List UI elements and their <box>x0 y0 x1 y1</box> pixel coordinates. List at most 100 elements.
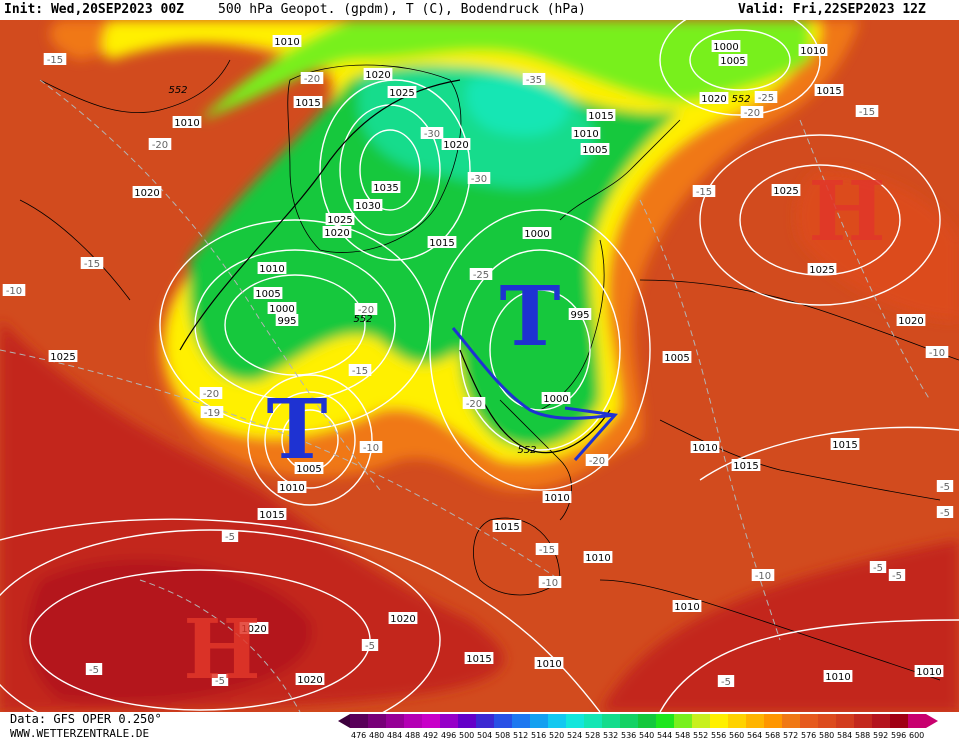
svg-text:-20: -20 <box>203 389 219 400</box>
temperature-label: -5 <box>936 506 954 519</box>
svg-text:1005: 1005 <box>255 289 280 300</box>
legend-swatch <box>602 714 620 728</box>
svg-text:-5: -5 <box>892 571 902 582</box>
legend-tick-label: 524 <box>567 731 582 740</box>
temperature-label: -30 <box>467 172 491 185</box>
pressure-label: 1020 <box>239 622 269 635</box>
legend-tick-label: 476 <box>351 731 366 740</box>
svg-text:1025: 1025 <box>773 186 798 197</box>
legend-swatch <box>404 714 422 728</box>
legend-swatch <box>458 714 476 728</box>
svg-text:-5: -5 <box>225 532 235 543</box>
legend-swatch <box>548 714 566 728</box>
svg-text:-25: -25 <box>758 93 774 104</box>
pressure-label: 1000 <box>522 227 552 240</box>
temperature-label: -20 <box>300 72 324 85</box>
legend-tick-label: 484 <box>387 731 402 740</box>
svg-text:1020: 1020 <box>390 614 415 625</box>
svg-text:1015: 1015 <box>466 654 491 665</box>
svg-text:1030: 1030 <box>355 201 380 212</box>
svg-text:1010: 1010 <box>825 672 850 683</box>
pressure-label: 1015 <box>586 109 616 122</box>
legend-swatch <box>476 714 494 728</box>
svg-text:-20: -20 <box>304 74 320 85</box>
svg-text:-35: -35 <box>526 75 542 86</box>
legend-tick-label: 580 <box>819 731 834 740</box>
svg-text:1035: 1035 <box>373 183 398 194</box>
svg-text:1010: 1010 <box>544 493 569 504</box>
temperature-label: -10 <box>538 576 562 589</box>
svg-text:995: 995 <box>570 310 589 321</box>
pressure-label: 1010 <box>672 600 702 613</box>
legend-tick-label: 552 <box>693 731 708 740</box>
temperature-label: -30 <box>420 127 444 140</box>
pressure-label: 1015 <box>257 508 287 521</box>
pressure-label: 995 <box>568 308 592 321</box>
legend-swatch <box>584 714 602 728</box>
legend-tick-label: 548 <box>675 731 690 740</box>
svg-text:-10: -10 <box>363 443 379 454</box>
pressure-label: 1035 <box>371 181 401 194</box>
legend-tick-label: 516 <box>531 731 546 740</box>
svg-text:1015: 1015 <box>832 440 857 451</box>
svg-text:1015: 1015 <box>588 111 613 122</box>
legend-swatch <box>422 714 440 728</box>
svg-text:-20: -20 <box>358 305 374 316</box>
temperature-label: -10 <box>359 441 383 454</box>
legend-tick-label: 496 <box>441 731 456 740</box>
svg-text:1015: 1015 <box>733 461 758 472</box>
pressure-label: 1000 <box>541 392 571 405</box>
legend-tick-label: 512 <box>513 731 528 740</box>
svg-text:1020: 1020 <box>241 624 266 635</box>
pressure-label: 995 <box>275 314 299 327</box>
temperature-label: -5 <box>888 569 906 582</box>
svg-text:1010: 1010 <box>573 129 598 140</box>
pressure-label: 1020 <box>896 314 926 327</box>
legend-swatch <box>368 714 386 728</box>
svg-text:-15: -15 <box>84 259 100 270</box>
svg-text:1025: 1025 <box>50 352 75 363</box>
chart-header: Init: Wed,20SEP2023 00Z 500 hPa Geopot. … <box>0 0 959 20</box>
svg-text:1000: 1000 <box>543 394 568 405</box>
svg-text:1005: 1005 <box>664 353 689 364</box>
svg-text:1000: 1000 <box>524 229 549 240</box>
temperature-label: -35 <box>522 73 546 86</box>
legend-swatch <box>494 714 512 728</box>
svg-text:-20: -20 <box>744 108 760 119</box>
legend-swatch <box>674 714 692 728</box>
pressure-label: 1015 <box>731 459 761 472</box>
svg-text:-10: -10 <box>929 348 945 359</box>
svg-text:-10: -10 <box>755 571 771 582</box>
svg-text:-15: -15 <box>352 366 368 377</box>
chart-description: 500 hPa Geopot. (gpdm), T (C), Bodendruc… <box>218 2 586 17</box>
legend-tick-label: 592 <box>873 731 888 740</box>
pressure-label: 1025 <box>325 213 355 226</box>
svg-text:1020: 1020 <box>701 94 726 105</box>
pressure-label: 1005 <box>294 462 324 475</box>
pressure-label: 1015 <box>464 652 494 665</box>
legend-tick-label: 568 <box>765 731 780 740</box>
svg-text:1010: 1010 <box>279 483 304 494</box>
isobars <box>0 20 959 712</box>
legend-tick-label: 576 <box>801 731 816 740</box>
temperature-label: -15 <box>43 53 67 66</box>
legend-arrow-left <box>338 714 350 728</box>
temperature-label: -15 <box>535 543 559 556</box>
geopotential-label: 552 <box>353 314 372 325</box>
high-pressure-symbol: H <box>808 164 885 260</box>
legend-swatch <box>350 714 368 728</box>
pressure-label: 1010 <box>272 35 302 48</box>
svg-text:-10: -10 <box>542 578 558 589</box>
legend-swatch <box>764 714 782 728</box>
svg-text:1010: 1010 <box>916 667 941 678</box>
geopotential-label: 552 <box>517 445 536 456</box>
pressure-label: 1020 <box>363 68 393 81</box>
legend-swatch <box>656 714 674 728</box>
legend-tick-label: 584 <box>837 731 852 740</box>
legend-tick-label: 556 <box>711 731 726 740</box>
pressure-label: 1020 <box>295 673 325 686</box>
pressure-label: 1025 <box>771 184 801 197</box>
svg-text:1010: 1010 <box>274 37 299 48</box>
front-arrow <box>451 327 616 420</box>
svg-text:1020: 1020 <box>324 228 349 239</box>
